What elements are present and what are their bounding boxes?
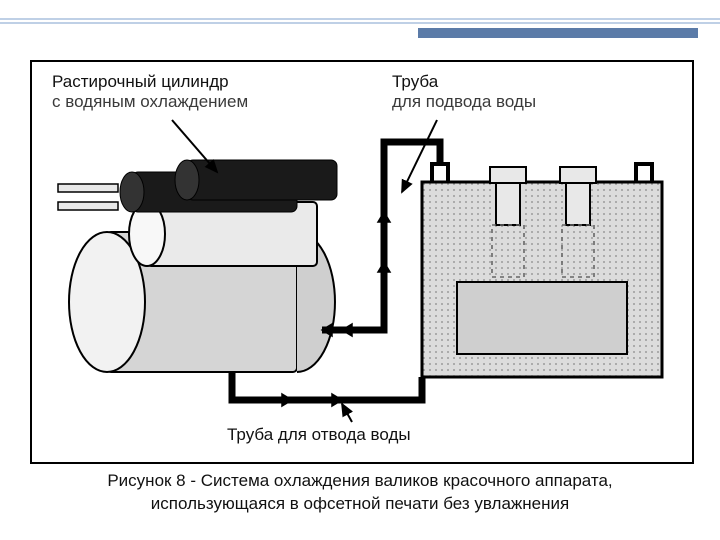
shaft-1 (58, 184, 118, 192)
roller-black-2 (175, 160, 337, 200)
shaft-2 (58, 202, 118, 210)
cooler-box (457, 282, 627, 354)
figure-caption-text: Рисунок 8 - Система охлаждения валиков к… (107, 471, 612, 513)
figure-frame: Растирочный цилиндр с водяным охлаждение… (30, 60, 694, 464)
outlet-pipe (232, 372, 422, 400)
slide: Растирочный цилиндр с водяным охлаждение… (0, 0, 720, 540)
diagram-svg (32, 62, 692, 462)
header-rule-accent (418, 28, 698, 38)
header-rule-2 (0, 22, 720, 24)
figure-caption: Рисунок 8 - Система охлаждения валиков к… (0, 470, 720, 516)
tank-outlets (432, 164, 652, 182)
header-rule-1 (0, 18, 720, 20)
